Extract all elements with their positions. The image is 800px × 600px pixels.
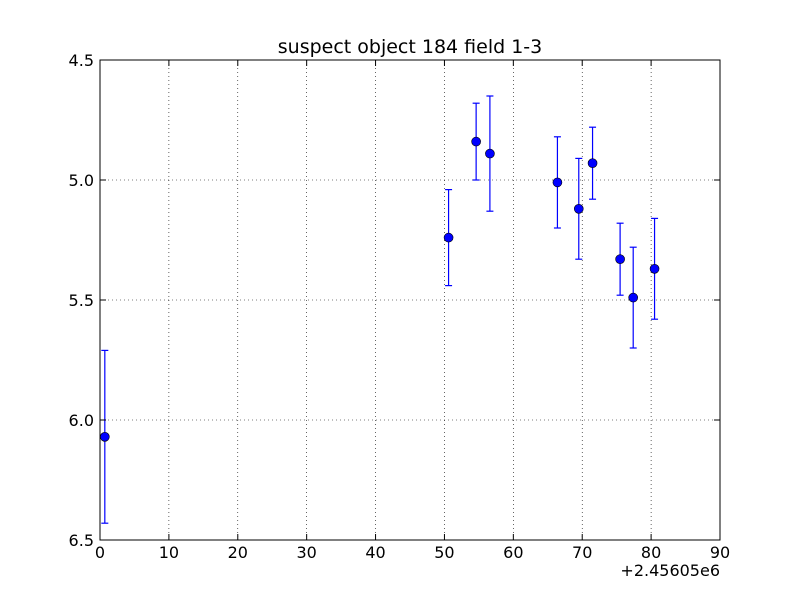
y-tick-label: 5.0	[69, 171, 94, 190]
data-point	[615, 254, 625, 265]
x-axis-offset-label: +2.45605e6	[620, 561, 720, 580]
data-point-group	[649, 217, 660, 320]
x-tick-label: 30	[296, 543, 316, 562]
data-point	[443, 232, 454, 243]
x-tick-label: 70	[572, 543, 592, 562]
x-tick-label: 20	[228, 543, 248, 562]
data-point-group	[552, 136, 563, 229]
data-point-group	[471, 102, 481, 181]
x-tick-label: 90	[710, 543, 730, 562]
grid-lines	[100, 60, 720, 540]
data-point-group	[485, 95, 495, 212]
y-tick-label: 5.5	[69, 291, 94, 310]
data-point	[573, 204, 584, 214]
x-tick-label: 0	[95, 543, 105, 562]
x-tick-label: 60	[503, 543, 523, 562]
chart-title: suspect object 184 field 1-3	[278, 36, 543, 58]
x-tick-label: 80	[641, 543, 661, 562]
axis-ticks: 0 10 20 30 40 50 60 70 80 90 4.5 5.0 5.5 6.0 6.5	[69, 51, 731, 562]
data-point	[471, 136, 481, 147]
x-tick-label: 50	[434, 543, 454, 562]
data-point	[628, 292, 639, 303]
data-point	[485, 148, 495, 159]
data-point	[587, 158, 598, 168]
data-point-group	[100, 349, 110, 524]
data-point-group	[628, 246, 639, 349]
data-point	[100, 431, 110, 442]
data-point-group	[587, 126, 598, 200]
data-point-group	[573, 157, 584, 260]
x-tick-label: 40	[365, 543, 385, 562]
data-point-group	[443, 189, 454, 287]
y-tick-label: 4.5	[69, 51, 94, 70]
x-tick-label: 10	[159, 543, 179, 562]
data-point	[649, 263, 660, 274]
data-point	[552, 177, 563, 188]
y-tick-label: 6.5	[69, 531, 94, 550]
data-point-group	[615, 222, 625, 296]
data-series	[100, 95, 660, 524]
y-tick-label: 6.0	[69, 411, 94, 430]
